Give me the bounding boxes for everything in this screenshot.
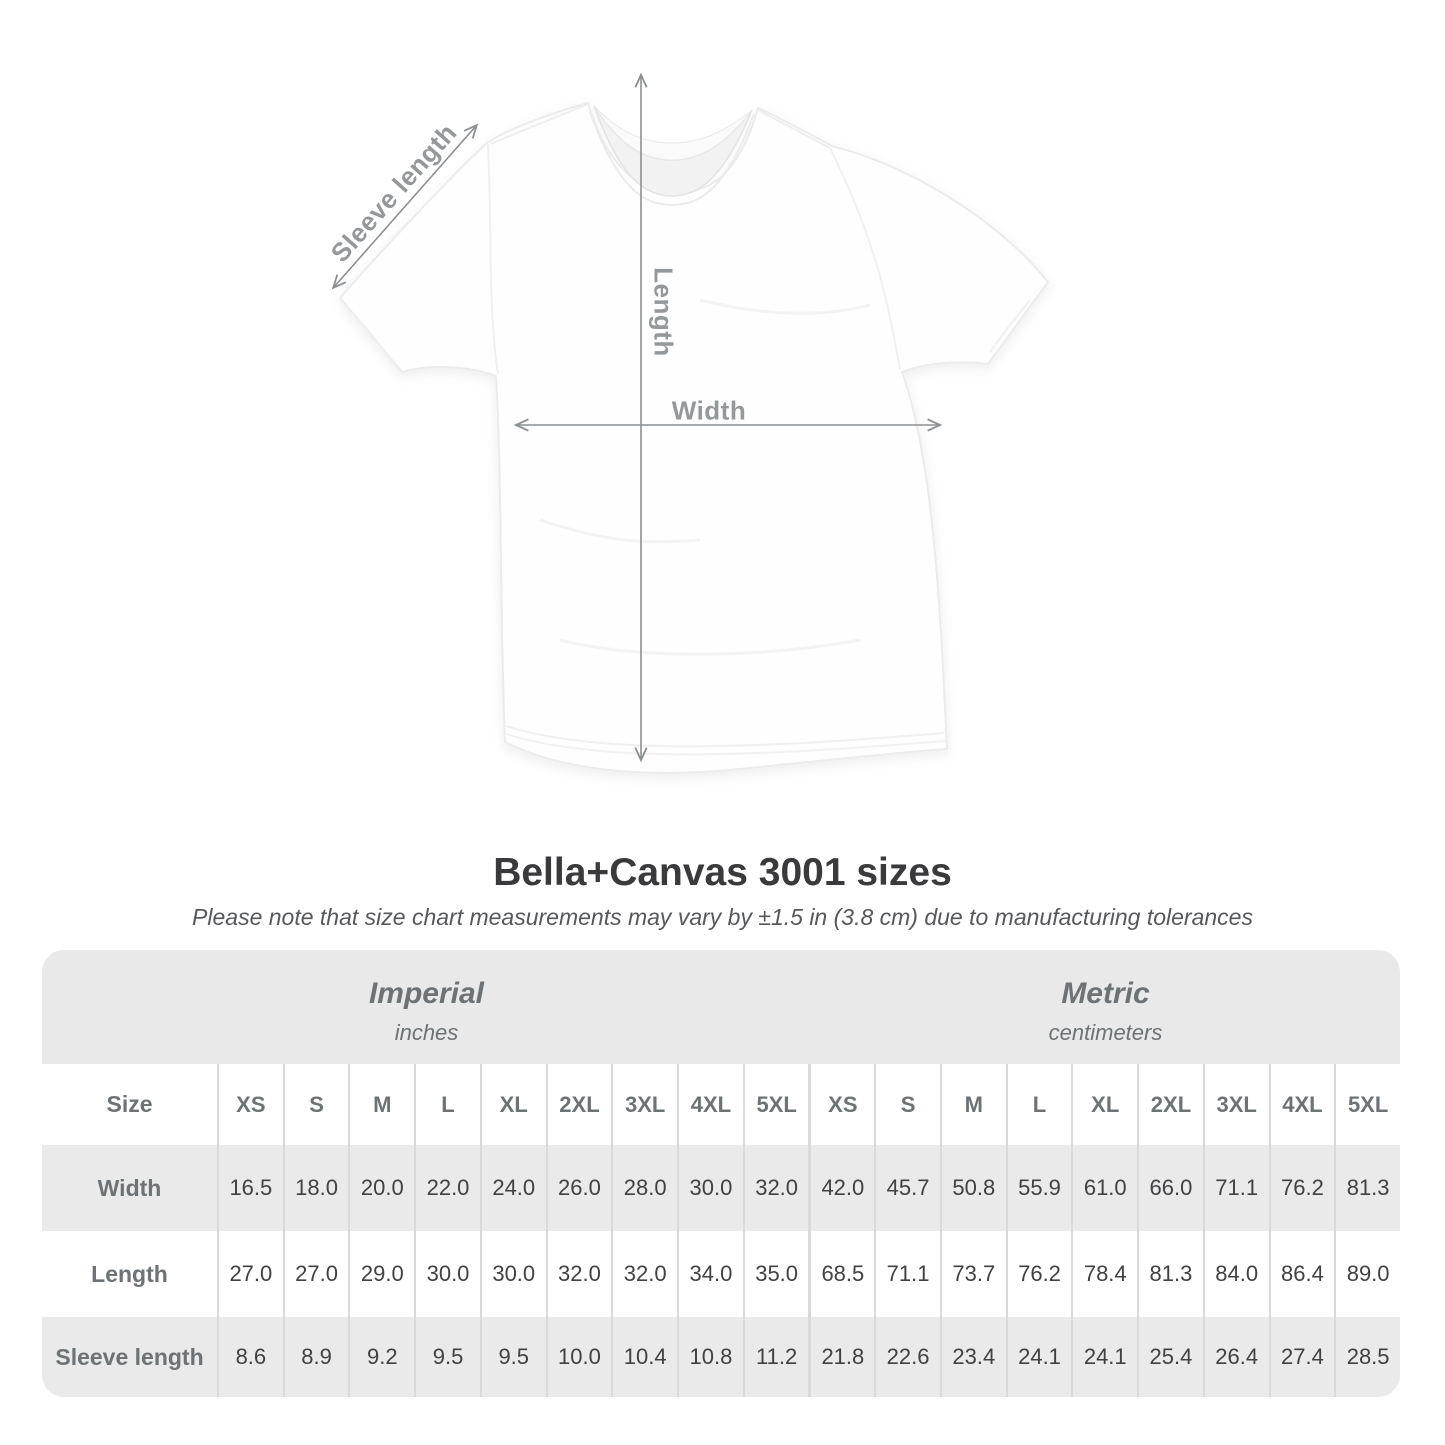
value-width-metric-m: 50.8 <box>939 1145 1006 1231</box>
value-width-metric-2xl: 66.0 <box>1137 1145 1203 1231</box>
size-column-header-metric-xl: XL <box>1071 1064 1137 1145</box>
size-column-header-imperial-m: M <box>348 1064 414 1145</box>
value-width-imperial-m: 20.0 <box>348 1145 414 1231</box>
size-column-header-imperial-3xl: 3XL <box>611 1064 677 1145</box>
tshirt-silhouette <box>338 101 1050 774</box>
value-length-imperial-5xl: 35.0 <box>742 1231 809 1317</box>
value-width-imperial-xl: 24.0 <box>479 1145 546 1231</box>
metric-section-header: Metric centimeters <box>811 950 1400 1064</box>
value-length-imperial-3xl: 32.0 <box>611 1231 677 1317</box>
tolerance-note: Please note that size chart measurements… <box>192 904 1253 930</box>
value-sleeve-length-metric-4xl: 27.4 <box>1268 1317 1335 1397</box>
row-label: Sleeve length <box>55 1343 204 1370</box>
value-length-metric-l: 76.2 <box>1005 1231 1072 1317</box>
value-length-imperial-xs: 27.0 <box>217 1231 283 1317</box>
size-header-row: Size XS S M L XL 2XL 3XL 4XL 5XL XS S M L XL 2XL 3XL 4XL… <box>42 1064 1400 1145</box>
imperial-unit: inches <box>394 1019 459 1045</box>
size-column-header-metric-l: L <box>1005 1064 1072 1145</box>
value-sleeve-length-imperial-l: 9.5 <box>414 1317 480 1397</box>
size-column-header-metric-4xl: 4XL <box>1268 1064 1335 1145</box>
value-sleeve-length-imperial-xs: 8.6 <box>217 1317 283 1397</box>
value-length-imperial-l: 30.0 <box>414 1231 480 1317</box>
size-chart-table: Imperial inches Metric centimeters Size … <box>42 950 1400 1397</box>
value-length-metric-xl: 78.4 <box>1071 1231 1137 1317</box>
value-width-imperial-2xl: 26.0 <box>545 1145 612 1231</box>
size-column-header-metric-m: M <box>939 1064 1006 1145</box>
value-length-metric-4xl: 86.4 <box>1268 1231 1335 1317</box>
value-length-imperial-xl: 30.0 <box>479 1231 546 1317</box>
value-sleeve-length-imperial-s: 8.9 <box>282 1317 349 1397</box>
imperial-section-header: Imperial inches <box>42 950 811 1064</box>
page-title: Bella+Canvas 3001 sizes <box>493 851 952 894</box>
size-column-header-imperial-xs: XS <box>217 1064 283 1145</box>
value-sleeve-length-metric-s: 22.6 <box>874 1317 940 1397</box>
value-width-imperial-3xl: 28.0 <box>611 1145 677 1231</box>
size-column-header-imperial-4xl: 4XL <box>677 1064 743 1145</box>
tshirt-image <box>331 72 1050 774</box>
value-length-imperial-m: 29.0 <box>348 1231 414 1317</box>
table-row-sleeve-length: Sleeve length 8.6 8.9 9.2 9.5 9.5 10.0 10.4 10.8… <box>42 1317 1400 1397</box>
size-column-header-imperial-l: L <box>414 1064 480 1145</box>
size-column-header-imperial-5xl: 5XL <box>742 1064 809 1145</box>
row-label: Width <box>97 1174 162 1201</box>
value-sleeve-length-metric-m: 23.4 <box>939 1317 1006 1397</box>
metric-title: Metric <box>1061 976 1150 1010</box>
table-header-band: Imperial inches Metric centimeters <box>42 950 1400 1064</box>
value-width-metric-l: 55.9 <box>1005 1145 1072 1231</box>
table-row-width: Width 16.5 18.0 20.0 22.0 24.0 26.0 28.0 30.0 32.… <box>42 1145 1400 1231</box>
value-sleeve-length-metric-xs: 21.8 <box>808 1317 874 1397</box>
size-column-header-metric-xs: XS <box>808 1064 874 1145</box>
value-sleeve-length-metric-2xl: 25.4 <box>1137 1317 1203 1397</box>
table-row-length: Length 27.0 27.0 29.0 30.0 30.0 32.0 32.0 34.0 35… <box>42 1231 1400 1317</box>
value-width-imperial-xs: 16.5 <box>217 1145 283 1231</box>
value-length-imperial-2xl: 32.0 <box>545 1231 612 1317</box>
size-column-header-imperial-xl: XL <box>479 1064 546 1145</box>
value-length-metric-3xl: 84.0 <box>1202 1231 1269 1317</box>
value-width-imperial-s: 18.0 <box>282 1145 349 1231</box>
row-label: Length <box>91 1260 168 1287</box>
value-sleeve-length-imperial-3xl: 10.4 <box>611 1317 677 1397</box>
metric-unit: centimeters <box>1048 1019 1163 1045</box>
value-sleeve-length-metric-5xl: 28.5 <box>1334 1317 1400 1397</box>
value-sleeve-length-imperial-5xl: 11.2 <box>742 1317 809 1397</box>
size-column-header-metric-3xl: 3XL <box>1202 1064 1269 1145</box>
size-column-header-metric-s: S <box>874 1064 940 1145</box>
value-width-imperial-5xl: 32.0 <box>742 1145 809 1231</box>
value-sleeve-length-metric-l: 24.1 <box>1005 1317 1072 1397</box>
value-length-imperial-s: 27.0 <box>282 1231 349 1317</box>
value-width-metric-4xl: 76.2 <box>1268 1145 1335 1231</box>
value-sleeve-length-metric-3xl: 26.4 <box>1202 1317 1269 1397</box>
value-length-metric-m: 73.7 <box>939 1231 1006 1317</box>
value-sleeve-length-imperial-m: 9.2 <box>348 1317 414 1397</box>
width-label: Width <box>671 395 747 426</box>
size-column-header-metric-5xl: 5XL <box>1334 1064 1400 1145</box>
value-sleeve-length-metric-xl: 24.1 <box>1071 1317 1137 1397</box>
value-width-metric-3xl: 71.1 <box>1202 1145 1269 1231</box>
value-sleeve-length-imperial-2xl: 10.0 <box>545 1317 612 1397</box>
size-row-label: Size <box>106 1091 153 1117</box>
value-width-metric-s: 45.7 <box>874 1145 940 1231</box>
value-width-metric-xs: 42.0 <box>808 1145 874 1231</box>
table-body: Width 16.5 18.0 20.0 22.0 24.0 26.0 28.0 30.0 32.… <box>42 1145 1400 1397</box>
imperial-title: Imperial <box>368 976 485 1010</box>
size-column-header-imperial-2xl: 2XL <box>545 1064 612 1145</box>
value-sleeve-length-imperial-xl: 9.5 <box>479 1317 546 1397</box>
value-width-metric-xl: 61.0 <box>1071 1145 1137 1231</box>
value-length-metric-s: 71.1 <box>874 1231 940 1317</box>
size-column-header-metric-2xl: 2XL <box>1137 1064 1203 1145</box>
value-width-metric-5xl: 81.3 <box>1334 1145 1400 1231</box>
value-length-metric-xs: 68.5 <box>808 1231 874 1317</box>
value-length-metric-5xl: 89.0 <box>1334 1231 1400 1317</box>
value-width-imperial-l: 22.0 <box>414 1145 480 1231</box>
value-length-metric-2xl: 81.3 <box>1137 1231 1203 1317</box>
value-length-imperial-4xl: 34.0 <box>677 1231 743 1317</box>
size-column-header-imperial-s: S <box>282 1064 349 1145</box>
sleeve-length-arrow <box>331 123 479 290</box>
length-label: Length <box>648 267 679 357</box>
value-sleeve-length-imperial-4xl: 10.8 <box>677 1317 743 1397</box>
value-width-imperial-4xl: 30.0 <box>677 1145 743 1231</box>
